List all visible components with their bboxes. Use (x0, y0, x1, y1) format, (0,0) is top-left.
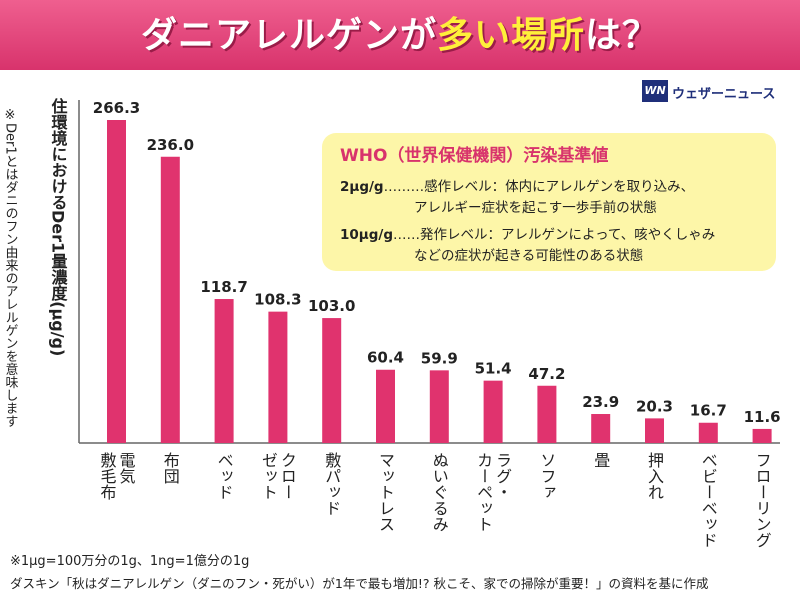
footnote-units: ※1μg=100万分の1g、1ng=1億分の1g (10, 554, 250, 569)
value-labels-group: 266.3 236.0 118.7 108.3 103.0 60.4 59.9 51.4 47.… (93, 99, 781, 426)
footnote-source: ダスキン「秋はダニアレルゲン（ダニのフン・死がい）が1年で最も増加!? 秋こそ、… (10, 576, 709, 591)
bar-7 (483, 380, 503, 443)
who-standard-box: WHO（世界保健機関）汚染基準値 2μg/g………感作レベル：体内にアレルゲンを… (322, 133, 776, 271)
category-label-7-0: ラグ・ (493, 452, 512, 500)
bar-1 (160, 156, 180, 443)
category-label-3-1: ゼット (259, 452, 278, 500)
value-label-8: 47.2 (528, 365, 565, 383)
category-label-7-1: カーペット (474, 452, 493, 532)
value-label-12: 11.6 (744, 408, 781, 426)
logo-text: ウェザーニュース (672, 87, 776, 102)
who-row-2: 10μg/g……発作レベル：アレルゲンによって、咳やくしゃみ (340, 223, 715, 243)
value-label-5: 60.4 (367, 349, 404, 367)
title-banner: ダニアレルゲンが多い場所は？ (0, 0, 800, 70)
who-level-1: 2μg/g (340, 179, 384, 195)
who-title: WHO（世界保健機関）汚染基準値 (340, 146, 609, 166)
category-label-10-0: 押入れ (645, 452, 664, 500)
page-title: ダニアレルゲンが多い場所は？ (0, 6, 800, 58)
who-dots-2: …… (392, 227, 420, 243)
bar-0 (107, 120, 126, 443)
who-dots-1: ……… (383, 179, 425, 195)
bar-12 (752, 428, 772, 443)
value-label-3: 108.3 (254, 291, 301, 309)
side-note: ※Der1とはダニのフン由来のアレルゲンを意味します (3, 108, 19, 428)
bar-2 (214, 299, 234, 443)
category-label-0-0: 電気 (117, 452, 136, 485)
bar-8 (537, 385, 557, 443)
value-label-11: 16.7 (690, 402, 727, 420)
category-label-11-0: ベビーベッド (699, 452, 718, 548)
category-label-2-0: ベッド (215, 452, 234, 500)
category-label-8-0: ソファ (537, 452, 556, 500)
value-label-10: 20.3 (636, 397, 673, 415)
bars-group (107, 120, 772, 443)
value-label-7: 51.4 (475, 360, 512, 378)
y-axis-label: 住環境におけるDer1量濃度(μg/g) (49, 97, 68, 356)
value-label-9: 23.9 (582, 393, 619, 411)
bar-10 (645, 418, 664, 443)
title-emphasis: 多い場所 (436, 15, 585, 56)
who-row-1: 2μg/g………感作レベル：体内にアレルゲンを取り込み、 (340, 175, 694, 195)
category-label-4-0: 敷パッド (322, 451, 341, 516)
category-label-6-0: ぬいぐるみ (430, 452, 449, 532)
bar-5 (376, 369, 395, 443)
bar-4 (322, 318, 342, 443)
category-label-12-0: フローリング (753, 452, 772, 548)
who-desc-1b: アレルギー症状を起こす一歩手前の状態 (414, 200, 657, 216)
category-label-9-0: 畳 (591, 452, 610, 468)
weathernews-logo: WN ウェザーニュース (642, 80, 792, 104)
value-label-4: 103.0 (308, 297, 355, 315)
value-label-2: 118.7 (200, 278, 247, 296)
value-label-0: 266.3 (93, 99, 140, 117)
value-label-6: 59.9 (421, 349, 458, 367)
value-label-1: 236.0 (147, 136, 194, 154)
who-level-2: 10μg/g (340, 227, 393, 243)
who-desc-2a: 発作レベル：アレルゲンによって、咳やくしゃみ (419, 227, 716, 243)
category-label-1-0: 布団 (161, 452, 180, 484)
category-label-3-0: クロー (278, 452, 297, 500)
category-label-5-0: マットレス (376, 452, 395, 532)
who-desc-1a: 感作レベル：体内にアレルゲンを取り込み、 (424, 179, 695, 195)
who-desc-2b: などの症状が起きる可能性のある状態 (414, 248, 644, 264)
title-main: ダニアレルゲンが (140, 15, 437, 56)
bar-9 (591, 414, 611, 443)
title-end: は？ (585, 15, 660, 56)
bar-3 (268, 311, 288, 443)
logo-mark: WN (642, 80, 668, 102)
bar-11 (698, 422, 718, 443)
bar-6 (429, 370, 449, 443)
category-label-0-1: 敷毛布 (98, 451, 117, 500)
